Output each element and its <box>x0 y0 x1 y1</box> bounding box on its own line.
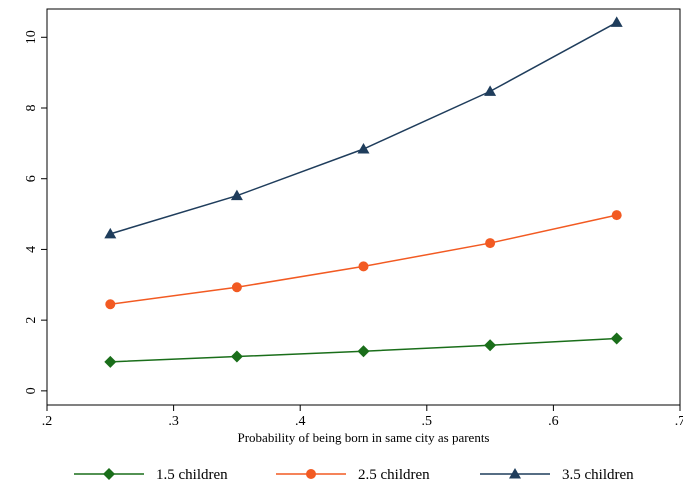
data-point-marker <box>104 227 117 239</box>
legend: 1.5 children 2.5 children 3.5 children <box>74 467 634 483</box>
data-point-marker <box>357 143 370 154</box>
y-tick-label: 0 <box>24 387 39 394</box>
legend-item: 3.5 children <box>480 467 634 483</box>
data-point-marker <box>610 332 623 345</box>
data-point-marker <box>230 189 243 201</box>
data-point-marker <box>611 210 622 221</box>
data-point-marker <box>357 345 370 358</box>
y-tick-label: 4 <box>24 246 39 253</box>
data-point-marker <box>104 355 117 368</box>
data-point-marker <box>485 238 496 249</box>
y-axis: 0 2 4 6 8 10 <box>24 30 47 394</box>
legend-marker <box>306 469 316 479</box>
legend-marker <box>103 468 115 480</box>
data-point-marker <box>484 85 497 96</box>
y-tick-label: 10 <box>24 30 39 44</box>
x-tick-label: .6 <box>548 414 559 429</box>
data-point-marker <box>105 299 116 310</box>
series-1 <box>104 332 623 368</box>
x-tick-label: .3 <box>168 414 179 429</box>
x-tick-label: .4 <box>295 414 306 429</box>
legend-label: 1.5 children <box>156 467 228 483</box>
x-axis-title: Probability of being born in same city a… <box>237 430 489 445</box>
legend-item: 2.5 children <box>276 467 430 483</box>
x-axis: .2 .3 .4 .5 .6 .7 <box>42 405 683 429</box>
series-2 <box>105 210 622 310</box>
data-point-marker <box>230 350 243 363</box>
x-tick-label: .7 <box>675 414 683 429</box>
series-3 <box>104 16 623 239</box>
legend-label: 2.5 children <box>358 467 430 483</box>
y-tick-label: 8 <box>24 105 39 112</box>
series-layer <box>104 16 623 368</box>
plot-area-frame <box>46 8 681 406</box>
y-tick-label: 2 <box>24 317 39 324</box>
x-tick-label: .2 <box>42 414 53 429</box>
data-point-marker <box>358 261 369 272</box>
x-tick-label: .5 <box>422 414 433 429</box>
y-tick-label: 6 <box>24 175 39 182</box>
data-point-marker <box>484 339 497 352</box>
legend-label: 3.5 children <box>562 467 634 483</box>
legend-marker <box>509 468 521 479</box>
data-point-marker <box>231 282 242 293</box>
legend-item: 1.5 children <box>74 467 228 483</box>
data-point-marker <box>610 16 623 27</box>
